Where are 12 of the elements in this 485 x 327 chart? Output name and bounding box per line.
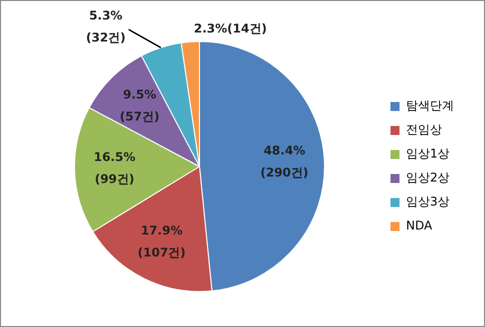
data-label: 17.9% (107건) [138,224,186,260]
data-label: 48.4% (290건) [260,143,308,180]
legend-label: 전임상 [406,122,442,137]
data-label: 16.5% (99건) [94,150,136,186]
legend-label: 임상1상 [406,146,450,161]
legend-label: NDA [406,218,434,233]
legend-label: 탐색단계 [406,98,454,113]
data-label: 2.3%(14건) [194,22,267,36]
legend-label: 임상3상 [406,194,450,209]
data-label: 9.5% (57건) [120,87,160,124]
legend-label: 임상2상 [406,170,450,185]
data-label: 5.3% (32건) [86,8,126,45]
